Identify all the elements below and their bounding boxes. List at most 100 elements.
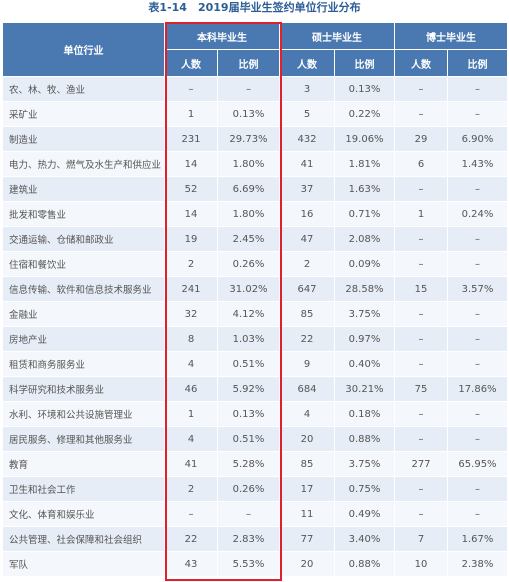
row-label: 水利、环境和公共设施管理业 bbox=[2, 401, 165, 427]
table-cell: – bbox=[164, 76, 218, 102]
table-cell: 2 bbox=[279, 251, 335, 277]
table-cell: 0.26% bbox=[217, 476, 280, 502]
table-cell: – bbox=[164, 501, 218, 527]
table-cell: – bbox=[447, 251, 508, 277]
table-cell: – bbox=[447, 326, 508, 352]
table-cell: 3 bbox=[279, 76, 335, 102]
row-label: 科学研究和技术服务业 bbox=[2, 376, 165, 402]
table-cell: 29.73% bbox=[217, 126, 280, 152]
table-cell: 1.80% bbox=[217, 201, 280, 227]
table-row: 采矿业 1 0.13% 5 0.22% – – bbox=[2, 101, 508, 127]
table-cell: – bbox=[447, 176, 508, 202]
table-cell: 0.97% bbox=[334, 326, 395, 352]
table-cell: 1.03% bbox=[217, 326, 280, 352]
table-row: 公共管理、社会保障和社会组织 22 2.83% 77 3.40% 7 1.67% bbox=[2, 526, 508, 552]
table-cell: 47 bbox=[279, 226, 335, 252]
table-cell: 0.88% bbox=[334, 426, 395, 452]
table-cell: – bbox=[447, 226, 508, 252]
row-label: 文化、体育和娱乐业 bbox=[2, 501, 165, 527]
table-cell: 17.86% bbox=[447, 376, 508, 402]
row-label: 电力、热力、燃气及水生产和供应业 bbox=[2, 151, 165, 177]
table-row: 批发和零售业 14 1.80% 16 0.71% 1 0.24% bbox=[2, 201, 508, 227]
table-cell: – bbox=[447, 76, 508, 102]
table-cell: 46 bbox=[164, 376, 218, 402]
table-cell: 2 bbox=[164, 476, 218, 502]
table-cell: 6.69% bbox=[217, 176, 280, 202]
table-cell: 43 bbox=[164, 551, 218, 577]
table-cell: 41 bbox=[164, 451, 218, 477]
table-cell: 231 bbox=[164, 126, 218, 152]
table-cell: 11 bbox=[279, 501, 335, 527]
table-cell: 6.90% bbox=[447, 126, 508, 152]
table-cell: 1 bbox=[394, 201, 448, 227]
row-label: 教育 bbox=[2, 451, 165, 477]
table-cell: 647 bbox=[279, 276, 335, 302]
row-label: 交通运输、仓储和邮政业 bbox=[2, 226, 165, 252]
table-cell: 4.12% bbox=[217, 301, 280, 327]
header-group: 硕士毕业生 bbox=[279, 22, 395, 50]
table-cell: 0.40% bbox=[334, 351, 395, 377]
table-cell: 4 bbox=[279, 401, 335, 427]
table-cell: 22 bbox=[279, 326, 335, 352]
table-cell: 1 bbox=[164, 101, 218, 127]
table-row: 建筑业 52 6.69% 37 1.63% – – bbox=[2, 176, 508, 202]
row-label: 农、林、牧、渔业 bbox=[2, 76, 165, 102]
table-row: 科学研究和技术服务业 46 5.92% 684 30.21% 75 17.86% bbox=[2, 376, 508, 402]
table-cell: – bbox=[447, 476, 508, 502]
table-cell: 0.88% bbox=[334, 551, 395, 577]
table-cell: 0.22% bbox=[334, 101, 395, 127]
row-label: 批发和零售业 bbox=[2, 201, 165, 227]
table-cell: 32 bbox=[164, 301, 218, 327]
table-cell: – bbox=[447, 351, 508, 377]
table-cell: – bbox=[394, 326, 448, 352]
header-cell: 比例 bbox=[447, 49, 508, 77]
table-row: 教育 41 5.28% 85 3.75% 277 65.95% bbox=[2, 451, 508, 477]
table-row: 制造业 231 29.73% 432 19.06% 29 6.90% bbox=[2, 126, 508, 152]
table-cell: 19 bbox=[164, 226, 218, 252]
table-cell: – bbox=[447, 426, 508, 452]
table-cell: 5.92% bbox=[217, 376, 280, 402]
table-cell: 85 bbox=[279, 301, 335, 327]
header-cell: 人数 bbox=[164, 49, 218, 77]
table-cell: 14 bbox=[164, 151, 218, 177]
table-cell: 0.24% bbox=[447, 201, 508, 227]
header-row: 人数 比例 人数 比例 人数 比例 bbox=[3, 49, 508, 77]
header-group: 本科毕业生 bbox=[164, 22, 280, 50]
table-cell: 15 bbox=[394, 276, 448, 302]
table-cell: 277 bbox=[394, 451, 448, 477]
table-cell: – bbox=[394, 101, 448, 127]
table-cell: 0.13% bbox=[217, 401, 280, 427]
table-cell: 0.09% bbox=[334, 251, 395, 277]
table-cell: 6 bbox=[394, 151, 448, 177]
table-cell: 52 bbox=[164, 176, 218, 202]
header-cell: 单位行业 bbox=[2, 22, 165, 77]
table-cell: – bbox=[394, 426, 448, 452]
table-cell: – bbox=[394, 76, 448, 102]
row-label: 采矿业 bbox=[2, 101, 165, 127]
table-cell: 241 bbox=[164, 276, 218, 302]
table-cell: 1.81% bbox=[334, 151, 395, 177]
table-cell: 3.57% bbox=[447, 276, 508, 302]
table-body: 农、林、牧、渔业 – –3 0.13% – – 采矿业 1 0.13% 5 0.22% – – 制造业 23… bbox=[2, 76, 508, 577]
table-cell: 7 bbox=[394, 526, 448, 552]
table-cell: 2.83% bbox=[217, 526, 280, 552]
table-cell: 5 bbox=[279, 101, 335, 127]
table-row: 军队 43 5.53% 20 0.88% 10 2.38% bbox=[2, 551, 508, 577]
table-cell: 0.75% bbox=[334, 476, 395, 502]
table-cell: – bbox=[447, 401, 508, 427]
table-cell: – bbox=[394, 301, 448, 327]
table-cell: – bbox=[394, 251, 448, 277]
table-cell: 1.63% bbox=[334, 176, 395, 202]
table-row: 信息传输、软件和信息技术服务业 241 31.02% 647 28.58% 15 3.57% bbox=[2, 276, 508, 302]
table-cell: 85 bbox=[279, 451, 335, 477]
table-cell: 3.75% bbox=[334, 451, 395, 477]
table-row: 租赁和商务服务业 4 0.51% 9 0.40% – – bbox=[2, 351, 508, 377]
header-cell: 比例 bbox=[334, 49, 395, 77]
header-cell: 比例 bbox=[217, 49, 280, 77]
row-label: 建筑业 bbox=[2, 176, 165, 202]
table-cell: 10 bbox=[394, 551, 448, 577]
table-cell: 17 bbox=[279, 476, 335, 502]
table-cell: – bbox=[394, 226, 448, 252]
table-cell: 0.13% bbox=[334, 76, 395, 102]
table-cell: 41 bbox=[279, 151, 335, 177]
